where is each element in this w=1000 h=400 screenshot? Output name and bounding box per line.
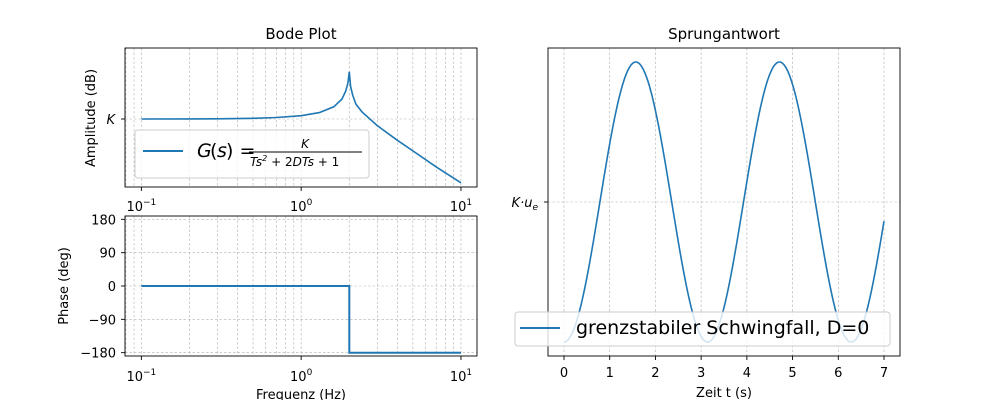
phase-x-tick-label: 100 <box>290 368 313 385</box>
amplitude-x-tick-label: 100 <box>290 198 313 215</box>
legend-formula-paren-eq: ) = <box>226 140 255 162</box>
step-x-tick-label: 4 <box>743 366 751 381</box>
step-legend-label: grenzstabiler Schwingfall, D=0 <box>576 317 869 339</box>
step-x-tick-label: 5 <box>788 366 796 381</box>
step-grid <box>548 48 900 356</box>
phase-series-line <box>141 285 461 354</box>
amplitude-series-line <box>141 71 462 184</box>
amplitude-y-tick-label: K <box>106 113 116 128</box>
amplitude-legend: G ( s ) = K Ts2 + 2DTs + 1 <box>134 129 370 179</box>
phase-x-tick-label: 10−1 <box>126 368 156 385</box>
legend-formula-paren: ( <box>210 140 217 162</box>
legend-formula-s: s <box>217 140 227 162</box>
amplitude-x-ticks: 10−1 100 101 <box>126 187 472 215</box>
step-x-tick-label: 2 <box>651 366 659 381</box>
legend-formula-lhs: G <box>197 140 212 162</box>
step-y-tick-label: K·ue <box>512 196 539 213</box>
step-series-line <box>563 61 885 343</box>
step-x-tick-label: 1 <box>606 366 614 381</box>
step-x-tick-label: 7 <box>880 366 888 381</box>
amplitude-legend-formula: G ( s ) = K Ts2 + 2DTs + 1 <box>197 137 362 169</box>
phase-y-tick-label: −90 <box>89 313 116 328</box>
phase-y-tick-label: −180 <box>80 347 116 362</box>
step-title: Sprungantwort <box>668 25 780 43</box>
phase-x-tick-label: 101 <box>450 368 472 385</box>
amplitude-x-tick-label: 10−1 <box>126 198 156 215</box>
legend-formula-numerator: K <box>301 137 310 151</box>
phase-panel: −180 −90 0 90 180 10−1 100 101 Phase (deg) Fre… <box>57 213 478 400</box>
phase-y-label: Phase (deg) <box>57 247 72 325</box>
phase-y-ticks: −180 −90 0 90 180 <box>80 213 125 362</box>
amplitude-panel: Bode Plot 10−1 100 101 K Amplitude (dB) G … <box>84 25 478 215</box>
step-x-tick-label: 3 <box>697 366 705 381</box>
amplitude-x-tick-label: 101 <box>450 198 472 215</box>
step-x-tick-label: 6 <box>834 366 842 381</box>
amplitude-legend-box <box>134 129 370 179</box>
phase-y-tick-label: 180 <box>91 213 116 228</box>
legend-formula-denominator: Ts2 + 2DTs + 1 <box>250 154 339 169</box>
step-x-tick-label: 0 <box>560 366 568 381</box>
phase-y-tick-label: 90 <box>99 247 116 262</box>
phase-x-ticks: 10−1 100 101 <box>126 356 472 385</box>
phase-x-label: Frequenz (Hz) <box>256 388 346 400</box>
step-legend: grenzstabiler Schwingfall, D=0 <box>514 311 891 347</box>
step-x-label: Zeit t (s) <box>696 386 752 400</box>
step-x-ticks: 0 1 2 3 4 5 6 7 <box>560 356 888 381</box>
step-legend-box <box>514 311 891 347</box>
amplitude-title: Bode Plot <box>265 25 336 43</box>
step-panel: Sprungantwort 0 1 2 3 4 5 6 7 K·ue Zeit t (s) g… <box>512 25 901 400</box>
phase-y-tick-label: 0 <box>108 280 116 295</box>
amplitude-y-label: Amplitude (dB) <box>84 69 99 167</box>
